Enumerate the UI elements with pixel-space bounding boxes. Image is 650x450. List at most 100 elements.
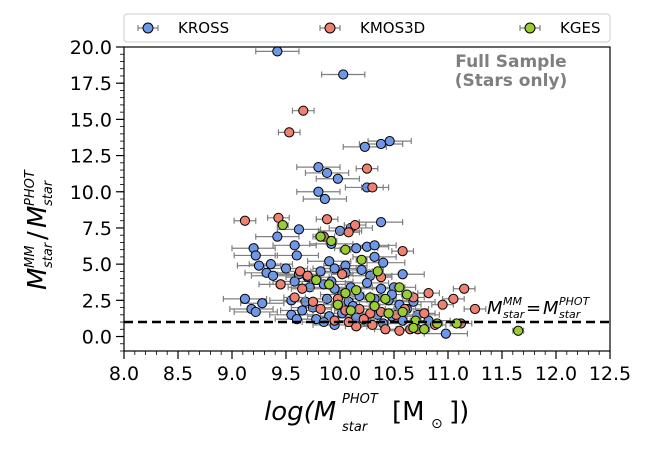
svg-text:log(M: log(M bbox=[264, 397, 336, 427]
data-point bbox=[311, 274, 322, 286]
legend-marker-kross bbox=[142, 22, 154, 34]
data-point bbox=[307, 296, 319, 307]
svg-text:star: star bbox=[342, 420, 369, 435]
data-point bbox=[356, 264, 367, 276]
x-tick-label: 8.5 bbox=[163, 363, 193, 385]
annotation-subtitle: (Stars only) bbox=[455, 71, 568, 91]
data-point bbox=[265, 259, 276, 270]
svg-text:/: / bbox=[23, 231, 53, 240]
data-point bbox=[315, 303, 326, 315]
legend-frame bbox=[123, 13, 611, 43]
data-point bbox=[448, 293, 459, 304]
data-point bbox=[334, 225, 346, 236]
x-tick-label: 10.0 bbox=[319, 363, 361, 385]
data-point bbox=[397, 269, 408, 280]
data-point bbox=[397, 246, 408, 257]
data-point bbox=[361, 163, 373, 174]
data-point bbox=[253, 260, 265, 271]
legend-marker-kmos3d bbox=[324, 22, 336, 34]
data-point bbox=[340, 287, 351, 299]
data-point bbox=[367, 182, 378, 193]
reference-line-label: M MM star = M PHOT star bbox=[487, 295, 591, 321]
data-point bbox=[326, 235, 337, 247]
data-point bbox=[257, 298, 268, 309]
legend: KROSS KMOS3D KGES bbox=[123, 13, 611, 43]
x-tick-label: 10.5 bbox=[373, 363, 415, 385]
plot-area: 8.0 8.5 9.0 9.5 10.0 10.5 11.0 11.5 12.0 12.5 0.0 2… bbox=[70, 37, 631, 385]
data-point bbox=[289, 292, 300, 303]
legend-label-kmos3d: KMOS3D bbox=[360, 19, 425, 37]
data-point bbox=[440, 328, 451, 339]
data-point bbox=[277, 219, 288, 231]
y-tick-label: 7.5 bbox=[82, 218, 112, 240]
data-point bbox=[340, 244, 351, 255]
data-point bbox=[351, 285, 362, 296]
data-point bbox=[272, 46, 283, 57]
data-point bbox=[394, 282, 405, 293]
data-point bbox=[338, 69, 349, 80]
data-point bbox=[289, 240, 300, 251]
data-point bbox=[408, 322, 419, 333]
data-point bbox=[432, 318, 443, 329]
data-point bbox=[315, 266, 326, 277]
data-point bbox=[419, 308, 430, 319]
data-point bbox=[272, 231, 283, 242]
data-point bbox=[275, 279, 286, 290]
data-point bbox=[375, 138, 387, 150]
data-point bbox=[332, 173, 343, 184]
legend-label-kross: KROSS bbox=[178, 19, 229, 37]
data-point bbox=[437, 299, 448, 310]
svg-text:star: star bbox=[503, 308, 526, 321]
data-point bbox=[397, 306, 408, 318]
y-tick-label: 15.0 bbox=[70, 109, 112, 131]
data-point bbox=[291, 250, 302, 261]
data-point bbox=[369, 240, 380, 251]
svg-text:M: M bbox=[23, 268, 53, 290]
svg-text:M: M bbox=[23, 206, 53, 228]
svg-text:PHOT: PHOT bbox=[23, 169, 38, 206]
data-point bbox=[375, 283, 387, 294]
y-tick-label: 12.5 bbox=[70, 146, 112, 168]
svg-text:star: star bbox=[41, 241, 56, 268]
y-axis-label: M MM star / M PHOT star bbox=[23, 169, 56, 290]
data-point bbox=[350, 219, 361, 231]
data-point bbox=[351, 243, 362, 254]
data-point bbox=[513, 325, 524, 336]
data-point bbox=[375, 217, 387, 228]
y-tick-label: 5.0 bbox=[82, 254, 112, 276]
data-point bbox=[329, 315, 340, 326]
data-point bbox=[401, 289, 413, 300]
data-point bbox=[451, 318, 462, 329]
svg-text:PHOT: PHOT bbox=[559, 295, 591, 308]
data-point bbox=[337, 269, 348, 280]
data-point bbox=[459, 283, 470, 294]
svg-text:⊙: ⊙ bbox=[431, 416, 443, 432]
data-point bbox=[321, 167, 333, 179]
x-tick-label: 9.5 bbox=[271, 363, 301, 385]
data-point bbox=[332, 299, 343, 310]
data-point bbox=[384, 135, 395, 147]
x-tick-label: 9.0 bbox=[217, 363, 247, 385]
svg-text:M: M bbox=[543, 298, 559, 319]
data-point bbox=[280, 263, 292, 274]
x-tick-label: 12.0 bbox=[535, 363, 577, 385]
data-point bbox=[289, 276, 300, 287]
data-point bbox=[319, 193, 330, 205]
data-point bbox=[378, 257, 389, 268]
data-point bbox=[239, 215, 251, 226]
data-point bbox=[380, 324, 391, 335]
data-point bbox=[356, 254, 367, 265]
data-point bbox=[380, 293, 391, 304]
data-point bbox=[239, 293, 251, 304]
svg-text:PHOT: PHOT bbox=[342, 392, 379, 407]
svg-text:MM: MM bbox=[503, 295, 522, 308]
legend-marker-kges bbox=[524, 22, 536, 34]
x-tick-label: 12.5 bbox=[589, 363, 631, 385]
data-point bbox=[359, 141, 370, 152]
data-point bbox=[361, 277, 373, 289]
data-point bbox=[469, 303, 481, 315]
y-tick-label: 10.0 bbox=[70, 182, 112, 204]
data-point bbox=[298, 105, 309, 116]
